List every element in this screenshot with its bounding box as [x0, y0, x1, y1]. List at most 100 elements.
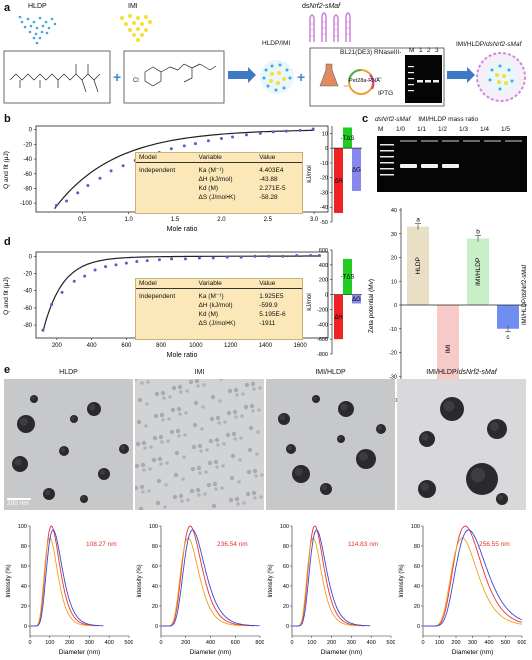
itc-d-xtick-label: 600 [121, 343, 132, 349]
itc-b-point [98, 176, 102, 180]
tem-particle [233, 387, 239, 393]
itc-b-point [76, 191, 80, 195]
tem-particle [259, 495, 263, 499]
itc-b-var: ΔH (kJ/mol) [198, 176, 233, 183]
dls-xtick-label: 300 [85, 640, 94, 646]
tem-particle [159, 462, 163, 466]
tem-particle-core [89, 404, 96, 411]
tem-particle [140, 381, 144, 385]
tem-particle [201, 405, 205, 409]
itc-b-thermo-bars: 10 0 -10 -20 -30 -40 -50 ΔH -TΔS ΔG kJ/mol [307, 126, 362, 226]
tem-particle [247, 447, 253, 453]
itc-b-point [271, 130, 275, 134]
tem-particle [156, 478, 162, 484]
tem-particle [255, 452, 259, 456]
itc-b-col-model: Model [136, 153, 196, 163]
tem-particle [172, 494, 178, 500]
tem-particle [141, 490, 145, 494]
itc-b-xlabel: Mole ratio [167, 226, 198, 233]
itc-b-point [65, 199, 69, 203]
itc-d-xtick-label: 400 [87, 343, 98, 349]
dls-xtick-label: 100 [45, 640, 54, 646]
tem-particle [234, 415, 238, 419]
tem-particle [151, 457, 157, 463]
zeta-ytick-label: -10 [389, 327, 397, 333]
tem-particle [254, 474, 258, 478]
tem-particle-core [19, 417, 28, 426]
tem-particle-core [321, 484, 328, 491]
dls-xtick-label: 100 [435, 640, 444, 646]
itc-b-point [169, 147, 173, 151]
itc-d-ytick-label: -20 [23, 272, 32, 278]
tem-particle [168, 395, 172, 399]
dls-size-label: 256.55 nm [479, 541, 510, 548]
itc-b-point [311, 127, 315, 131]
svg-text:+: + [297, 69, 305, 85]
tem-particle [188, 379, 194, 385]
tem-particle [175, 428, 181, 434]
tem-particle [136, 419, 142, 425]
tem-particle [199, 449, 203, 453]
tem-particle [146, 380, 150, 384]
tem-particle [184, 411, 188, 415]
itc-d-ytick-label: 0 [29, 254, 33, 260]
tem-particle [228, 497, 234, 503]
itc-b-ytick-label: -40 [23, 157, 32, 163]
zeta-ytick-label: -30 [389, 374, 397, 380]
tem-particle [215, 465, 219, 469]
itc-b-point [258, 131, 262, 135]
tem-particle [170, 407, 176, 413]
tem-particle [249, 403, 255, 409]
itc-d-point [41, 328, 45, 332]
tem-particle [160, 440, 164, 444]
zeta-ytick-label: 40 [391, 208, 397, 214]
tem-particle-core [443, 400, 455, 412]
tem-particle [250, 381, 256, 387]
zeta-bar [497, 305, 519, 329]
svg-text:+: + [113, 69, 121, 85]
bb-ytick-label: -50 [320, 220, 328, 226]
zeta-bar-label: HLDP [415, 257, 422, 274]
itc-d-xtick-label: 1200 [224, 343, 238, 349]
itc-d-point [157, 258, 161, 262]
itc-d-point [253, 254, 257, 258]
tem-particle [233, 437, 237, 441]
zeta-bar-label: IMI [445, 344, 452, 353]
db-ytick-label: 0 [325, 293, 328, 299]
dls-xtick-label: 200 [451, 640, 460, 646]
itc-d-bar-label-dh: ΔH [334, 315, 342, 321]
tem-particle [197, 493, 201, 497]
dls-series-line [30, 529, 104, 627]
tem-particle [242, 501, 246, 505]
tem-particle [141, 440, 147, 446]
dls-xtick-label: 400 [484, 640, 493, 646]
itc-d-ytick-label: -60 [23, 306, 32, 312]
db-ytick-label: -600 [317, 337, 328, 343]
itc-b-ylabel: Q and fit (μJ) [3, 151, 10, 189]
itc-d-val: -599.9 [259, 302, 278, 309]
dsrna-title: dsNrf2-sMaf [302, 3, 340, 10]
itc-d-points [41, 253, 321, 332]
itc-d-point [309, 253, 313, 257]
tem-particle [218, 399, 222, 403]
tem-particle [210, 394, 216, 400]
itc-b-ytick-label: -20 [23, 142, 32, 148]
tem-particle [195, 487, 201, 493]
itc-d-bar-tds [343, 258, 352, 295]
tem-particle [212, 481, 218, 487]
dls-series-line [292, 525, 365, 627]
itc-b-point [182, 144, 186, 148]
itc-d-xtick-label: 200 [52, 343, 63, 349]
itc-b-ytick-label: -100 [20, 201, 33, 207]
dls-ytick-label: 60 [414, 564, 420, 570]
tem-particle [147, 489, 151, 493]
dls-series-line [30, 537, 94, 627]
itc-b-point [244, 133, 248, 137]
tem-particle [215, 415, 221, 421]
tem-title: IMI/HLDP [315, 369, 346, 376]
tem-particle-core [99, 469, 106, 476]
gel-c-image [377, 136, 527, 192]
dls-ylabel: Intensity (%) [399, 564, 405, 597]
